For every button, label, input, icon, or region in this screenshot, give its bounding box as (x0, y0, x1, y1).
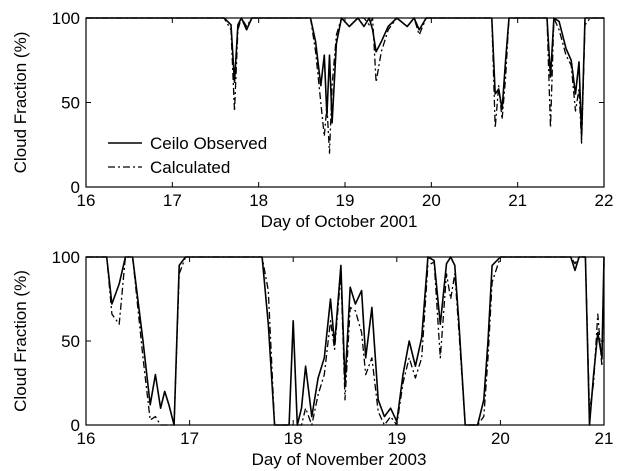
x-tick-label: 18 (284, 429, 303, 448)
y-tick-label: 50 (61, 94, 80, 113)
x-tick-label: 21 (595, 429, 614, 448)
x-axis-title: Day of October 2001 (261, 212, 418, 231)
x-tick-label: 17 (180, 429, 199, 448)
y-tick-label: 100 (52, 248, 80, 267)
x-tick-label: 18 (249, 191, 268, 210)
x-tick-label: 17 (163, 191, 182, 210)
x-tick-label: 16 (77, 191, 96, 210)
x-tick-label: 20 (422, 191, 441, 210)
legend-label-observed: Ceilo Observed (150, 134, 267, 153)
x-tick-label: 19 (336, 191, 355, 210)
x-tick-label: 21 (508, 191, 527, 210)
panel-november-2003: 16 17 18 19 20 21 0 50 100 Day of November 2003 Cl… (11, 248, 613, 469)
x-tick-label: 19 (387, 429, 406, 448)
y-tick-label: 50 (61, 332, 80, 351)
y-axis-title: Cloud Fraction (%) (11, 270, 30, 412)
legend-label-calculated: Calculated (150, 158, 230, 177)
y-tick-label: 0 (71, 416, 80, 435)
x-tick-label: 16 (77, 429, 96, 448)
legend: Ceilo Observed Calculated (108, 134, 267, 177)
series-group (86, 17, 604, 154)
x-tick-label: 22 (595, 191, 614, 210)
series-line-observed (86, 256, 605, 426)
x-axis-title: Day of November 2003 (252, 450, 427, 469)
series-line-observed (86, 17, 604, 138)
series-line-calculated (86, 17, 604, 154)
y-tick-label: 0 (71, 178, 80, 197)
series-group (86, 256, 605, 426)
y-tick-label: 100 (52, 9, 80, 28)
series-line-calculated (86, 256, 605, 426)
x-tick-label: 20 (491, 429, 510, 448)
y-axis-title: Cloud Fraction (%) (11, 32, 30, 174)
panel-october-2001: 16 17 18 19 20 21 22 0 50 100 Day of October 2001 C… (11, 9, 613, 231)
